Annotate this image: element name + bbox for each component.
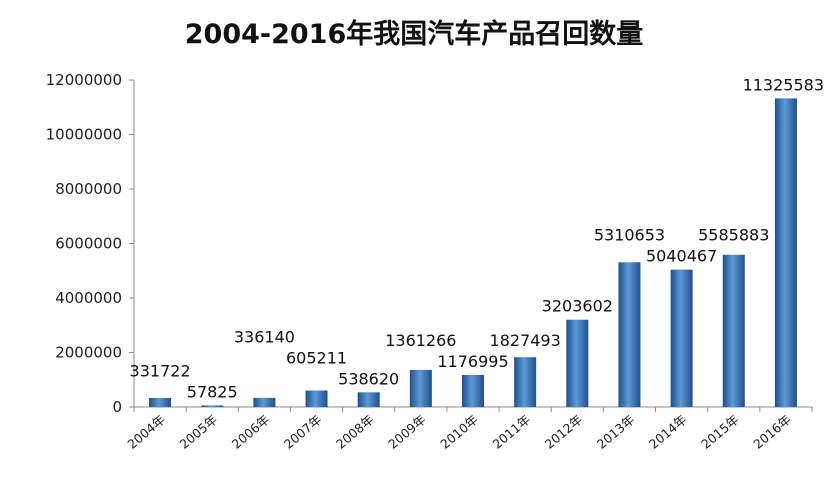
bar: [305, 390, 328, 407]
x-tick-label: 2015年: [698, 412, 742, 452]
x-tick-label: 2013年: [594, 412, 638, 452]
data-label: 1827493: [490, 331, 561, 350]
chart-title: 2004-2016年我国汽车产品召回数量: [184, 19, 644, 50]
x-tick-label: 2010年: [437, 412, 481, 452]
bar: [514, 357, 537, 407]
data-label: 11325583: [743, 75, 824, 94]
data-label: 1176995: [437, 352, 508, 371]
data-label: 5585883: [698, 226, 769, 245]
data-label: 336140: [234, 327, 295, 346]
bar: [670, 269, 693, 407]
data-label: 538620: [338, 369, 399, 388]
data-label: 57825: [187, 382, 238, 401]
bar: [253, 397, 276, 407]
bars: [149, 98, 797, 407]
data-label: 5310653: [594, 226, 665, 245]
x-tick-label: 2004年: [124, 412, 168, 452]
y-tick-label: 10000000: [46, 126, 122, 144]
bar: [409, 369, 432, 407]
x-tick-label: 2007年: [281, 412, 325, 452]
data-label: 3203602: [542, 297, 613, 316]
bar: [462, 374, 484, 407]
data-labels: 331722 57825 336140 605211 538620 1361266 1176…: [130, 75, 824, 401]
bar: [566, 319, 589, 407]
y-tick-label: 8000000: [55, 180, 122, 198]
y-tick-label: 2000000: [55, 344, 122, 362]
y-tick-label: 4000000: [55, 289, 122, 307]
bar: [357, 392, 380, 407]
bar: [201, 405, 224, 407]
x-tick-label: 2009年: [385, 412, 429, 452]
data-label: 1361266: [385, 331, 456, 350]
y-tick-label: 6000000: [55, 235, 122, 253]
bar: [618, 262, 641, 407]
x-tick-label: 2014年: [646, 412, 690, 452]
data-label: 5040467: [646, 247, 717, 266]
x-tick-label: 2006年: [229, 412, 273, 452]
x-tick-label: 2016年: [750, 412, 794, 452]
x-tick-label: 2005年: [177, 412, 221, 452]
bar: [149, 397, 172, 407]
data-label: 605211: [286, 348, 347, 367]
y-tick-label: 12000000: [46, 71, 122, 89]
x-tick-label: 2011年: [489, 412, 533, 452]
bar: [722, 254, 745, 407]
bar: [774, 98, 797, 407]
y-tick-label: 0: [112, 398, 122, 416]
x-tick-label: 2012年: [542, 412, 586, 452]
x-tick-label: 2008年: [333, 412, 377, 452]
data-label: 331722: [130, 361, 191, 380]
